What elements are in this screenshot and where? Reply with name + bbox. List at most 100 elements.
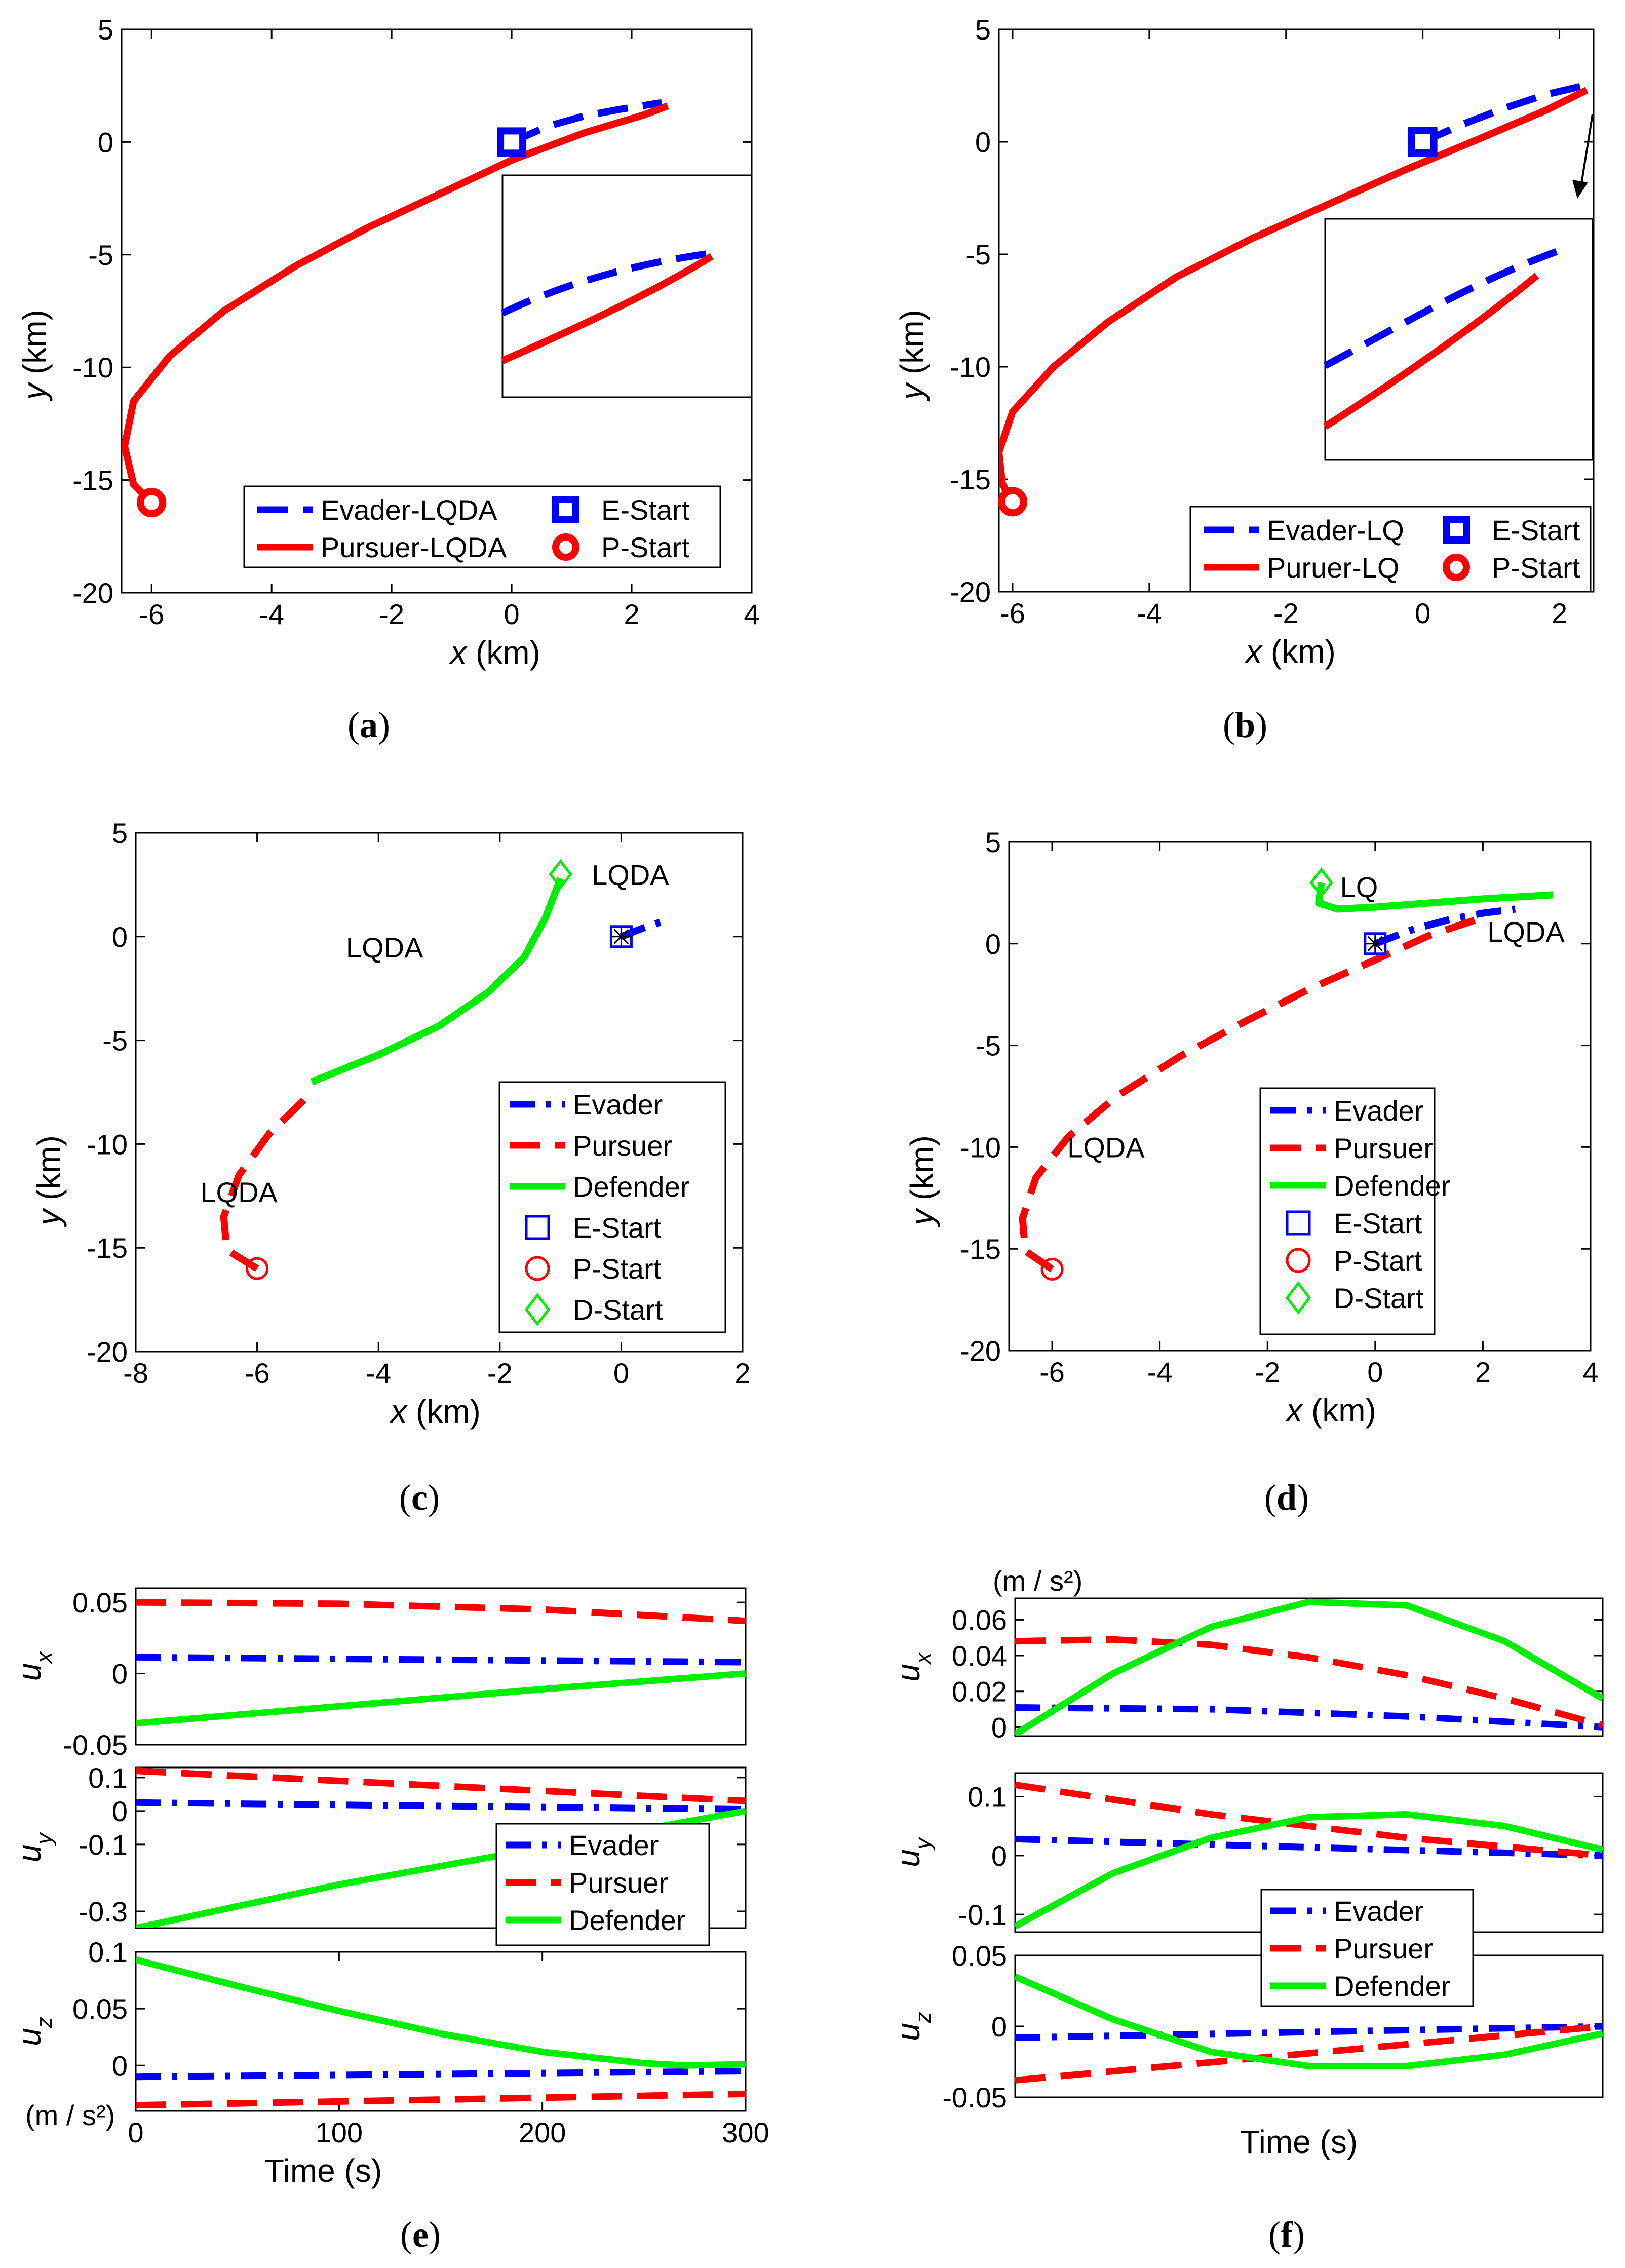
y-axis-symbol: u [11,1663,48,1681]
legend-label: Pursuer [1334,1933,1433,1965]
y-axis-label: uz [11,2017,57,2046]
legend-marker-pursuer [525,1256,550,1281]
series-group [136,1599,746,1727]
caption-close: ) [428,1477,440,1518]
y-axis-symbol: u [11,2028,48,2046]
subplot-x: -0.05 0 0.05 ux [11,1587,747,1761]
series-line-evader [1015,2023,1603,2041]
x-tick-label: -4 [1147,1356,1173,1388]
y-tick-label: 0 [991,1840,1007,1872]
y-tick-label: 0 [991,1711,1007,1743]
annotation-label: LQDA [592,859,669,891]
plot-frame [135,1587,747,1746]
y-tick-label: -15 [950,464,991,495]
x-tick-label: 2 [1552,597,1567,629]
y-tick-label: -5 [102,1025,128,1057]
y-tick-label: 0 [98,126,113,158]
legend-label: E-Start [1492,514,1580,546]
marker-e-start [497,127,527,157]
chart-f: 00.020.040.06ux-0.100.1uy-0.0500.05uzTim… [890,1565,1604,2160]
y-axis-subscript: z [911,2012,936,2023]
y-axis-label-unit: (km) [30,1135,67,1209]
series-group [1015,1974,1603,2084]
caption-letter: d [1276,1477,1297,1518]
series-line-pursuer [1015,2023,1603,2084]
legend-label: Evader [1334,1895,1423,1927]
series-line-evader [136,1654,746,1666]
plot-frame [1014,1597,1604,1737]
x-tick-label: -6 [1000,597,1025,629]
x-tick-label: 100 [316,2117,363,2148]
y-ticks: -0.05 0 0.05 [63,1587,746,1761]
legend-label: D-Start [573,1294,663,1326]
legend-label: Defender [569,1904,685,1936]
y-axis-label-var: y [904,1207,940,1227]
legend-label: D-Start [1334,1282,1424,1314]
series-line-pursuer [136,1599,746,1625]
series-line-pursuer [1015,1636,1603,1729]
y-tick-label: -5 [965,239,991,271]
x-axis-label-unit: (km) [467,634,540,671]
zoom-arrow [1572,113,1594,199]
y-ticks: -20 -15 -10 -5 0 5 [960,826,1591,1367]
x-tick-label: -2 [1255,1356,1280,1388]
y-tick-label: -15 [960,1233,1001,1265]
caption-open: ( [400,2214,412,2255]
x-tick-label: -4 [259,598,284,630]
y-axis-subscript: z [32,2017,57,2028]
legend-box [498,1081,726,1333]
y-tick-label: 0.04 [952,1640,1007,1672]
y-axis-label: ux [11,1651,57,1681]
zoom-inset-frame [501,174,753,398]
inset-pursuer-line [501,253,714,364]
legend-label: Pursuer [573,1130,672,1162]
annotation-label: LQDA [1067,1131,1145,1163]
legend-label: Defender [573,1171,689,1203]
caption-close: ) [1297,1477,1309,1518]
x-axis-label: x (km) [389,1393,481,1430]
unit-label: (m / s²) [993,1565,1082,1597]
legend-marker-pursuer [1443,554,1470,581]
x-tick-label: 4 [744,598,759,630]
arrow-shaft [1579,113,1594,190]
y-tick-label: -15 [87,1232,128,1264]
y-tick-label: -20 [950,576,991,608]
y-axis-symbol: u [890,1664,926,1682]
y-ticks: 00.02 0.04 0.06 [952,1604,1603,1743]
caption-letter: b [1235,705,1255,745]
y-tick-label: -0.1 [79,1829,128,1861]
unit-label: (m / s²) [25,2099,115,2131]
caption-e: (e) [400,2214,441,2255]
series-group [1015,1781,1603,1930]
x-tick-label: -8 [123,1357,148,1389]
x-axis-label-var: x [1285,1392,1303,1429]
y-tick-label: 0 [991,2011,1007,2043]
legend: Evader Pursuer Defender E-Start P-Start D-Sta… [498,1081,726,1333]
legend: Evader-LQDA Pursuer-LQDA E-Start P-Start [243,485,721,568]
series-line-pursuer [999,87,1589,504]
legend-label: Evader-LQDA [321,494,497,526]
y-axis-symbol: u [890,1849,926,1867]
caption-open: ( [1264,1477,1276,1518]
y-tick-label: 5 [98,14,113,46]
y-axis-subscript: y [911,1836,936,1851]
y-tick-label: -5 [976,1030,1001,1062]
y-axis-label: ux [890,1651,936,1682]
y-tick-label: 0 [975,126,991,158]
star-stroke [613,929,629,944]
series-line-pursuer [1019,915,1479,1273]
y-axis-symbol: u [11,1844,48,1863]
subplot-x: 00.02 0.04 0.06 ux [890,1597,1604,1743]
legend-label: P-Start [1334,1245,1422,1277]
y-tick-label: 0 [112,2050,128,2082]
y-tick-label: -20 [72,577,113,609]
caption-open: ( [1223,705,1235,745]
legend-marker-pursuer [552,533,579,561]
y-tick-label: 0.06 [952,1604,1007,1636]
y-axis-label-unit: (km) [16,310,53,383]
series-line-defender [1015,1811,1603,1930]
marker-p-start [246,1257,269,1280]
x-tick-label: 0 [504,598,520,630]
